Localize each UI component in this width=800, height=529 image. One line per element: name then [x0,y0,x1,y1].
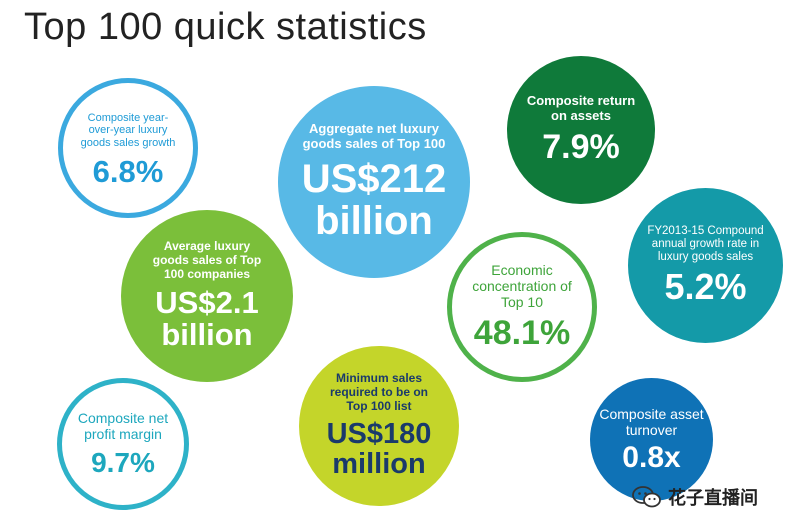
stat-aggregate-circle: Aggregate net luxury goods sales of Top … [278,86,470,278]
stat-minimum-value: US$180 million [326,417,432,481]
page-title: Top 100 quick statistics [24,6,427,48]
stat-minimum-circle: Minimum sales required to be on Top 100 … [299,346,459,506]
stat-average-value-line2: billion [161,317,253,353]
stat-growth-label: Composite year-over-year luxury goods sa… [80,111,176,150]
watermark: 花子直播间 [632,484,758,510]
stat-aggregate-value-line2: billion [315,198,433,243]
stat-aggregate-label: Aggregate net luxury goods sales of Top … [302,121,446,151]
stat-aggregate-value: US$212 billion [302,158,447,242]
stat-concentration-circle: Economic concentration of Top 10 48.1% [447,232,597,382]
stat-net-profit-label: Composite net profit margin [77,410,169,443]
stat-average-value-line1: US$2.1 [155,284,259,320]
stat-turnover-value: 0.8x [622,440,681,474]
stat-roa-circle: Composite return on assets 7.9% [507,56,655,204]
stat-aggregate-value-line1: US$212 [301,156,447,201]
stat-average-label: Average luxury goods sales of Top 100 co… [152,239,262,281]
wechat-icon [632,486,661,508]
watermark-text: 花子直播间 [668,488,758,508]
stat-cagr-label: FY2013-15 Compound annual growth rate in… [647,224,764,264]
stat-roa-value: 7.9% [542,128,620,167]
stat-turnover-label: Composite asset turnover [599,405,704,438]
stat-net-profit-value: 9.7% [91,447,155,479]
stat-growth-value: 6.8% [92,153,164,189]
stat-minimum-value-line2: million [332,448,426,481]
stat-average-circle: Average luxury goods sales of Top 100 co… [121,210,293,382]
stat-cagr-circle: FY2013-15 Compound annual growth rate in… [628,188,783,343]
stat-minimum-value-line1: US$180 [326,417,432,450]
stat-concentration-label: Economic concentration of Top 10 [472,262,572,311]
stat-average-value: US$2.1 billion [155,284,259,353]
stat-cagr-value: 5.2% [664,266,747,308]
stat-turnover-circle: Composite asset turnover 0.8x [590,378,713,501]
stat-net-profit-circle: Composite net profit margin 9.7% [57,378,189,510]
stat-concentration-value: 48.1% [473,314,571,353]
stat-minimum-label: Minimum sales required to be on Top 100 … [329,371,428,413]
stat-roa-label: Composite return on assets [526,93,636,124]
stat-growth-circle: Composite year-over-year luxury goods sa… [58,78,198,218]
